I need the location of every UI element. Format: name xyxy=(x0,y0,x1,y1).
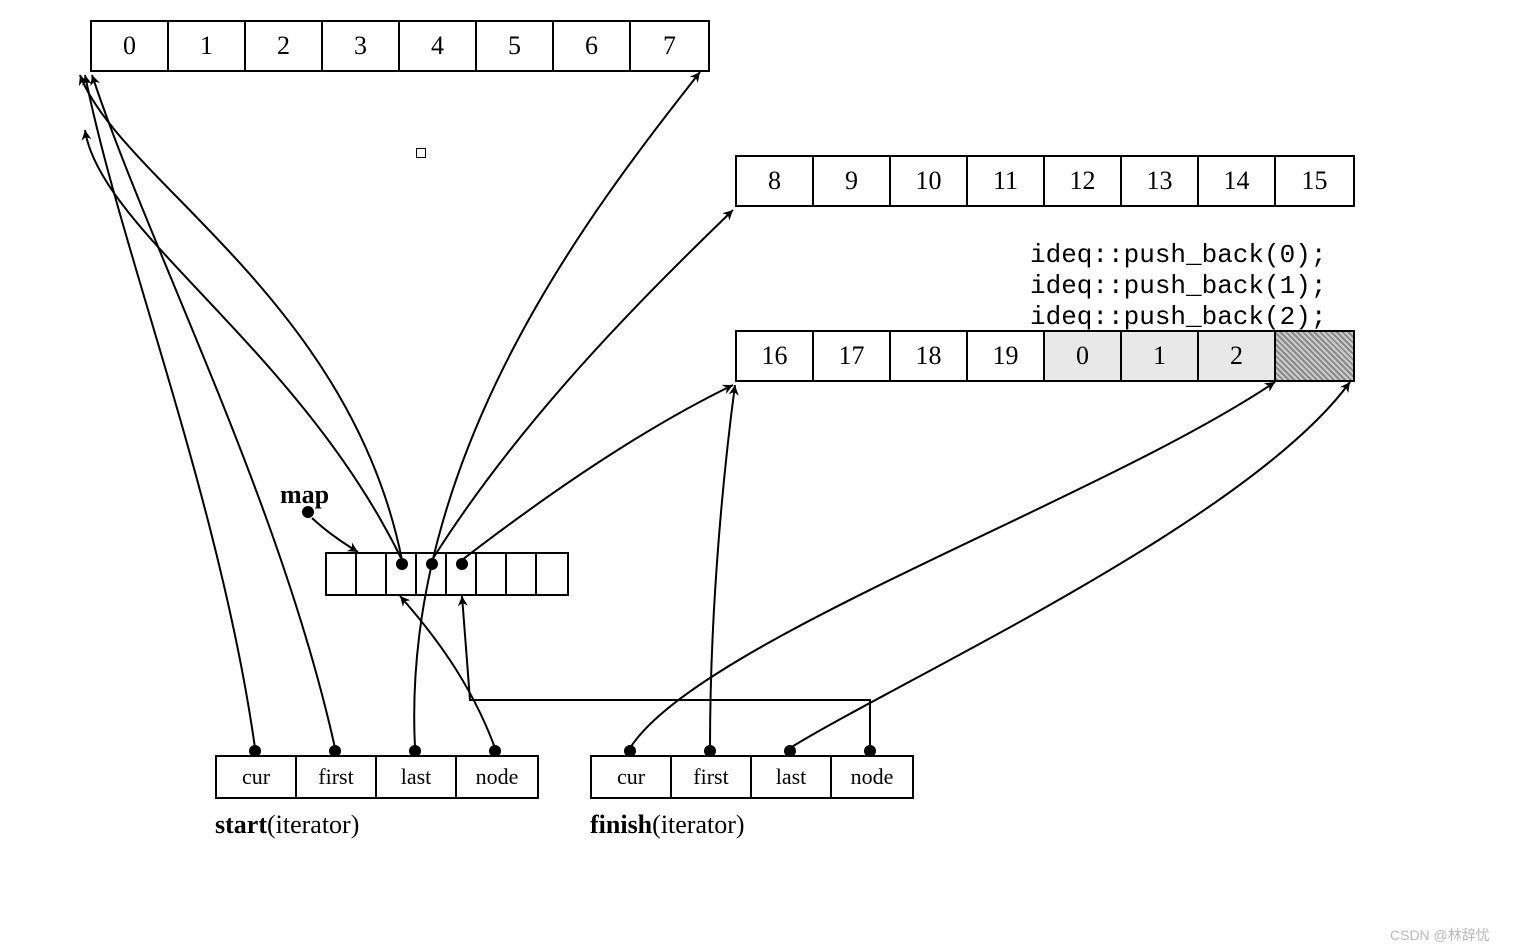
buffer-cell: 13 xyxy=(1122,157,1199,205)
buffer-cell: 0 xyxy=(92,22,169,70)
arrow-finish-first-to-buf2-first xyxy=(710,385,735,748)
arrow-start-cur-to-buf0 xyxy=(85,75,255,748)
map-cell xyxy=(327,554,357,594)
buffer-buf0: 01234567 xyxy=(90,20,710,72)
map-label-dot xyxy=(302,506,314,518)
buffer-cell: 9 xyxy=(814,157,891,205)
buffer-cell: 17 xyxy=(814,332,891,380)
buffer-cell: 19 xyxy=(968,332,1045,380)
buffer-cell: 15 xyxy=(1276,157,1353,205)
buffer-cell: 18 xyxy=(891,332,968,380)
arrow-map3-to-buf1-first xyxy=(432,210,733,560)
buffer-cell: 10 xyxy=(891,157,968,205)
arrow-start-last-to-buf0-last xyxy=(414,72,700,748)
iterator-cell-last: last xyxy=(752,757,832,797)
buffer-cell: 11 xyxy=(968,157,1045,205)
iterator-cell-first: first xyxy=(672,757,752,797)
map-cell xyxy=(417,554,447,594)
arrow-start-first-to-buf0 xyxy=(92,75,335,748)
decorative-square xyxy=(416,148,426,158)
buffer-cell: 1 xyxy=(169,22,246,70)
iterator-cell-cur: cur xyxy=(592,757,672,797)
map-ptr-dot xyxy=(426,558,438,570)
buffer-cell: 4 xyxy=(400,22,477,70)
arrow-finish-last-to-buf2-last xyxy=(790,382,1350,748)
buffer-cell: 7 xyxy=(631,22,708,70)
iterator-caption-finish: finish(iterator) xyxy=(590,810,745,840)
iterator-caption-start: start(iterator) xyxy=(215,810,359,840)
map-ptr-dot xyxy=(456,558,468,570)
buffer-buf2: 16171819012 xyxy=(735,330,1355,382)
buffer-cell: 8 xyxy=(737,157,814,205)
map-cell xyxy=(357,554,387,594)
buffer-cell xyxy=(1276,332,1353,380)
map-ptr-dot xyxy=(396,558,408,570)
map-cell xyxy=(387,554,417,594)
arrow-map4-to-buf2-first xyxy=(462,385,733,560)
iterator-cell-cur: cur xyxy=(217,757,297,797)
buffer-cell: 16 xyxy=(737,332,814,380)
code-block: ideq::push_back(0); ideq::push_back(1); … xyxy=(1030,240,1326,334)
iterator-cell-last: last xyxy=(377,757,457,797)
iterator-finish: curfirstlastnode xyxy=(590,755,914,799)
arrow-finish-cur-to-buf2-cur xyxy=(630,382,1275,748)
map-cell xyxy=(447,554,477,594)
map-table xyxy=(325,552,569,596)
iterator-start: curfirstlastnode xyxy=(215,755,539,799)
iterator-cell-node: node xyxy=(832,757,912,797)
map-cell xyxy=(507,554,537,594)
arrow-map2-to-buf0-first xyxy=(80,75,402,560)
arrows-overlay xyxy=(0,0,1515,948)
arrow-finish-node-to-map xyxy=(462,596,870,748)
buffer-cell: 12 xyxy=(1045,157,1122,205)
buffer-cell: 6 xyxy=(554,22,631,70)
arrow-map-label-to-table xyxy=(312,518,358,552)
map-label: map xyxy=(280,480,329,510)
iterator-cell-first: first xyxy=(297,757,377,797)
buffer-cell: 3 xyxy=(323,22,400,70)
watermark: CSDN @林辞忧 xyxy=(1390,925,1490,945)
buffer-cell: 0 xyxy=(1045,332,1122,380)
arrow-start-node-to-map xyxy=(400,596,495,748)
buffer-cell: 5 xyxy=(477,22,554,70)
map-cell xyxy=(537,554,567,594)
buffer-buf1: 89101112131415 xyxy=(735,155,1355,207)
buffer-cell: 2 xyxy=(246,22,323,70)
buffer-cell: 14 xyxy=(1199,157,1276,205)
buffer-cell: 1 xyxy=(1122,332,1199,380)
arrow-map2-to-buf0-first-2 xyxy=(85,130,402,560)
buffer-cell: 2 xyxy=(1199,332,1276,380)
iterator-cell-node: node xyxy=(457,757,537,797)
map-cell xyxy=(477,554,507,594)
